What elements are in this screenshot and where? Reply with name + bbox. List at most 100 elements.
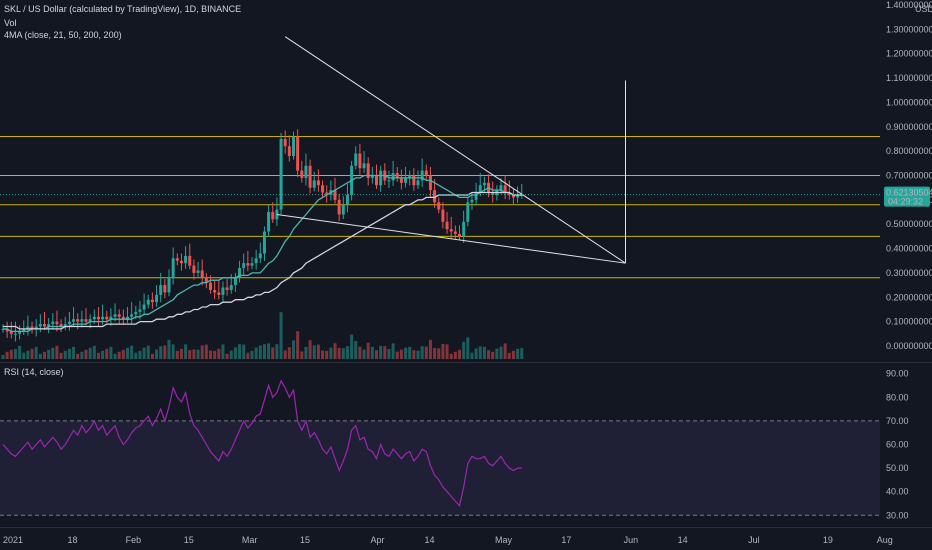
volume-bar bbox=[395, 351, 399, 359]
candle-body bbox=[300, 170, 304, 178]
volume-bar bbox=[412, 350, 416, 359]
candle-body bbox=[316, 180, 320, 186]
candle-body bbox=[462, 221, 466, 237]
candle-body bbox=[38, 324, 42, 327]
volume-bar bbox=[516, 348, 520, 359]
candle-body bbox=[63, 324, 67, 327]
volume-bar bbox=[462, 341, 466, 359]
candle-body bbox=[337, 199, 341, 215]
time-tick-label: 15 bbox=[300, 535, 310, 545]
price-tick-label: 1.30000000 bbox=[886, 24, 932, 34]
volume-bar bbox=[420, 346, 424, 359]
candle-body bbox=[366, 163, 370, 178]
volume-bar bbox=[275, 344, 279, 359]
rsi-band-fill bbox=[0, 420, 880, 516]
candle-body bbox=[155, 294, 159, 303]
volume-bar bbox=[383, 346, 387, 359]
volume-bar bbox=[470, 352, 474, 359]
volume-bar bbox=[213, 350, 217, 359]
pane-divider bbox=[0, 362, 932, 363]
volume-bar bbox=[428, 339, 432, 359]
volume-bar bbox=[34, 346, 38, 359]
volume-bar bbox=[101, 350, 105, 359]
volume-bar bbox=[150, 353, 154, 359]
candle-body bbox=[9, 331, 13, 334]
candle-body bbox=[121, 316, 125, 320]
volume-bar bbox=[121, 349, 125, 359]
rsi-tick-label: 90.00 bbox=[886, 369, 909, 379]
volume-bar bbox=[171, 344, 175, 359]
candle-body bbox=[80, 319, 84, 322]
volume-bar bbox=[204, 344, 208, 359]
volume-bar bbox=[72, 346, 76, 359]
candle-body bbox=[449, 229, 453, 232]
volume-bar bbox=[478, 346, 482, 359]
volume-bar bbox=[304, 347, 308, 359]
volume-bar bbox=[316, 344, 320, 359]
volume-bar bbox=[350, 334, 354, 359]
candle-body bbox=[150, 299, 154, 303]
candle-body bbox=[503, 185, 507, 193]
candle-body bbox=[262, 231, 266, 254]
volume-bar bbox=[511, 350, 515, 359]
candle-body bbox=[254, 258, 258, 264]
candle-body bbox=[404, 177, 408, 183]
price-tick-label: 0.90000000 bbox=[886, 122, 932, 132]
candle-body bbox=[221, 287, 225, 295]
volume-bar bbox=[96, 352, 100, 359]
volume-bar bbox=[258, 345, 262, 359]
ma-legend: 4MA (close, 21, 50, 200, 200) bbox=[4, 30, 122, 40]
candle-body bbox=[184, 255, 188, 264]
candle-body bbox=[59, 324, 63, 327]
candle-body bbox=[466, 202, 470, 222]
volume-bar bbox=[80, 351, 84, 359]
volume-bar bbox=[520, 348, 524, 359]
volume-bar bbox=[487, 350, 491, 359]
moving-averages bbox=[3, 174, 522, 333]
volume-bar bbox=[416, 350, 420, 359]
candle-body bbox=[296, 136, 300, 171]
volume-bar bbox=[9, 349, 13, 359]
candle-body bbox=[34, 326, 38, 329]
candle-body bbox=[113, 314, 117, 317]
candle-body bbox=[213, 289, 217, 293]
ma-fast-line bbox=[3, 174, 522, 333]
candle-body bbox=[412, 175, 416, 186]
volume-bar bbox=[63, 350, 67, 359]
volume-bar bbox=[38, 353, 42, 359]
volume-bar bbox=[84, 349, 88, 359]
candle-body bbox=[101, 316, 105, 320]
candle-body bbox=[379, 170, 383, 186]
volume-bar bbox=[495, 348, 499, 359]
volume-bar bbox=[163, 345, 167, 359]
volume-bar bbox=[196, 349, 200, 359]
candle-body bbox=[516, 194, 520, 198]
candle-body bbox=[217, 292, 221, 295]
time-tick-label: Aug bbox=[877, 535, 893, 545]
volume-bar bbox=[499, 346, 503, 359]
volume-bar bbox=[92, 345, 96, 359]
volume-bar bbox=[59, 352, 63, 359]
volume-bar bbox=[358, 346, 362, 359]
volume-bar bbox=[404, 347, 408, 359]
volume-bar bbox=[113, 353, 117, 359]
price-tick-label: 1.20000000 bbox=[886, 49, 932, 59]
time-tick-label: 14 bbox=[424, 535, 434, 545]
candle-body bbox=[242, 263, 246, 269]
volume-bar bbox=[18, 345, 22, 359]
candle-body bbox=[92, 316, 96, 320]
candle-body bbox=[200, 270, 204, 278]
candle-body bbox=[105, 316, 109, 320]
candle-body bbox=[22, 328, 26, 332]
time-axis-divider bbox=[0, 527, 932, 528]
candle-body bbox=[134, 311, 138, 315]
candle-body bbox=[117, 314, 121, 317]
volume-bar bbox=[287, 347, 291, 359]
volume-bar bbox=[175, 350, 179, 359]
volume-bar bbox=[221, 344, 225, 359]
volume-bar bbox=[308, 340, 312, 359]
candle-body bbox=[308, 165, 312, 188]
volume-bar bbox=[254, 347, 258, 359]
